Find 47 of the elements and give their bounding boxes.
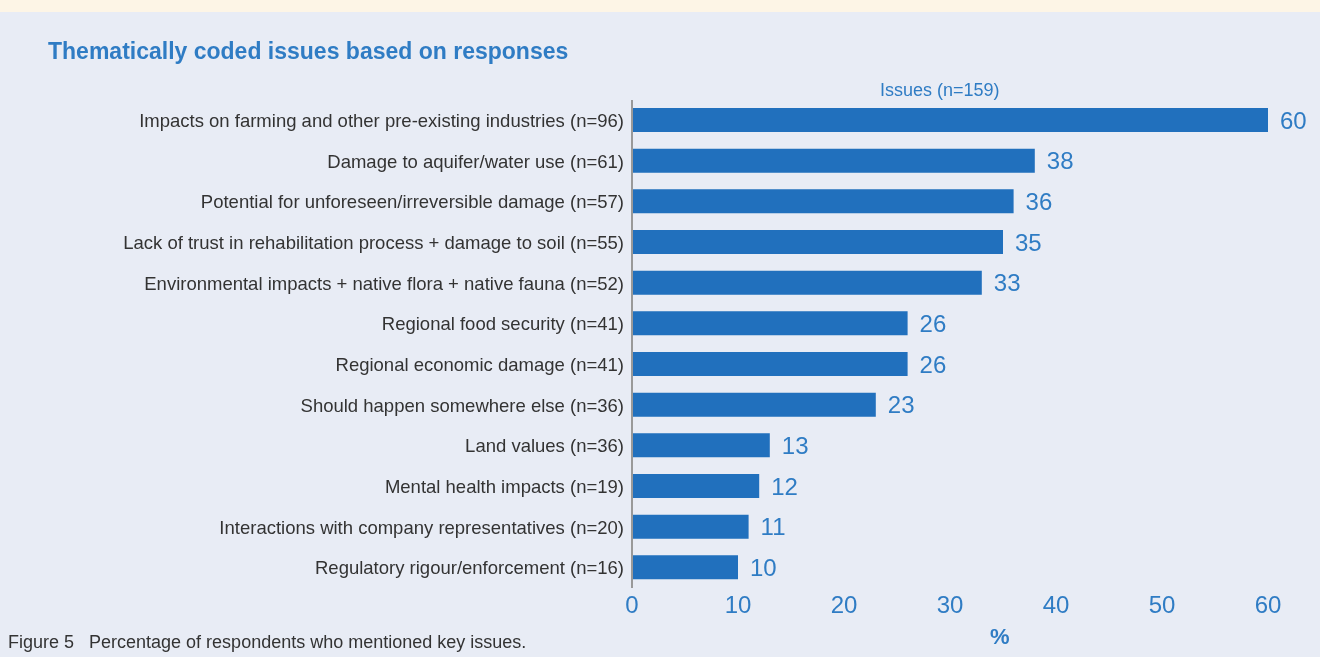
- y-tick-label: Interactions with company representatives (n=20): [219, 516, 624, 538]
- series-label: Issues (n=159): [880, 80, 1000, 101]
- bar: [632, 514, 749, 539]
- x-tick-label: 60: [1254, 591, 1282, 619]
- data-label: 26: [919, 350, 947, 378]
- bar: [632, 108, 1268, 132]
- x-tick-label: 50: [1148, 591, 1176, 619]
- data-label: 10: [750, 553, 777, 581]
- data-label: 36: [1025, 187, 1053, 215]
- y-tick-label: Regional economic damage (n=41): [335, 353, 624, 375]
- text: Thematically coded issues based on responses: [48, 38, 569, 65]
- bar: [632, 270, 982, 295]
- data-label: 11: [760, 513, 786, 541]
- data-label: 60: [1280, 106, 1307, 134]
- bar: [632, 433, 770, 458]
- y-tick-label: Potential for unforeseen/irreversible damage (n=57): [200, 191, 624, 213]
- data-label: 26: [919, 309, 947, 337]
- bar: [632, 555, 738, 580]
- y-tick-label: Mental health impacts (n=19): [384, 475, 624, 497]
- y-tick-label: Land values (n=36): [465, 435, 624, 457]
- data-label: 33: [993, 269, 1021, 297]
- y-tick-label: Environmental impacts + native flora + native fauna (n=52): [144, 272, 624, 294]
- x-tick-label: 30: [936, 591, 964, 619]
- y-tick-label: Regional food security (n=41): [381, 313, 624, 335]
- caption: Figure 5 Percentage of respondents who mentioned key issues.: [8, 632, 527, 653]
- bar: [632, 474, 760, 498]
- x-axis-title: %: [990, 624, 1010, 650]
- bar: [632, 189, 1014, 214]
- bar: [632, 392, 876, 417]
- data-label: 12: [771, 472, 798, 500]
- y-tick-label: Regulatory rigour/enforcement (n=16): [314, 557, 624, 579]
- data-label: 35: [1015, 228, 1042, 256]
- y-tick-label: Damage to aquifer/water use (n=61): [327, 150, 624, 172]
- data-label: 23: [887, 391, 915, 419]
- y-tick-label: Should happen somewhere else (n=36): [300, 394, 624, 416]
- data-label: 13: [781, 431, 809, 459]
- data-label: 38: [1046, 147, 1074, 175]
- x-tick-label: 0: [625, 591, 639, 619]
- bar: [632, 148, 1035, 173]
- y-tick-label: Impacts on farming and other pre-existing industries (n=96): [139, 109, 624, 131]
- x-tick-label: 40: [1042, 591, 1070, 619]
- bar: [632, 352, 908, 376]
- bar: [632, 311, 908, 336]
- x-tick-label: 20: [830, 591, 858, 619]
- bar: [632, 230, 1003, 254]
- x-tick-label: 10: [724, 591, 752, 619]
- y-tick-label: Lack of trust in rehabilitation process + damage to soil (n=55): [123, 231, 624, 253]
